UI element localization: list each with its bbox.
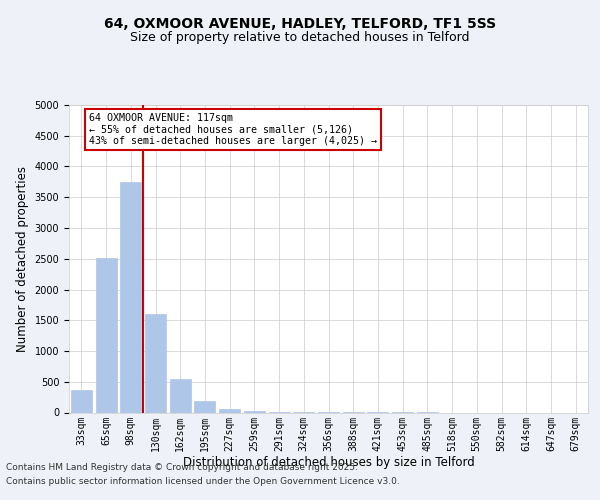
Bar	[120, 182, 141, 412]
Text: Contains HM Land Registry data © Crown copyright and database right 2025.: Contains HM Land Registry data © Crown c…	[6, 464, 358, 472]
Text: 64 OXMOOR AVENUE: 117sqm
← 55% of detached houses are smaller (5,126)
43% of sem: 64 OXMOOR AVENUE: 117sqm ← 55% of detach…	[89, 113, 377, 146]
Y-axis label: Number of detached properties: Number of detached properties	[16, 166, 29, 352]
Bar	[71, 390, 92, 412]
Bar	[95, 258, 116, 412]
Bar	[219, 408, 240, 412]
Text: 64, OXMOOR AVENUE, HADLEY, TELFORD, TF1 5SS: 64, OXMOOR AVENUE, HADLEY, TELFORD, TF1 …	[104, 18, 496, 32]
X-axis label: Distribution of detached houses by size in Telford: Distribution of detached houses by size …	[182, 456, 475, 469]
Bar	[244, 410, 265, 412]
Text: Contains public sector information licensed under the Open Government Licence v3: Contains public sector information licen…	[6, 477, 400, 486]
Bar	[170, 380, 191, 412]
Bar	[194, 401, 215, 412]
Bar	[145, 314, 166, 412]
Text: Size of property relative to detached houses in Telford: Size of property relative to detached ho…	[130, 31, 470, 44]
